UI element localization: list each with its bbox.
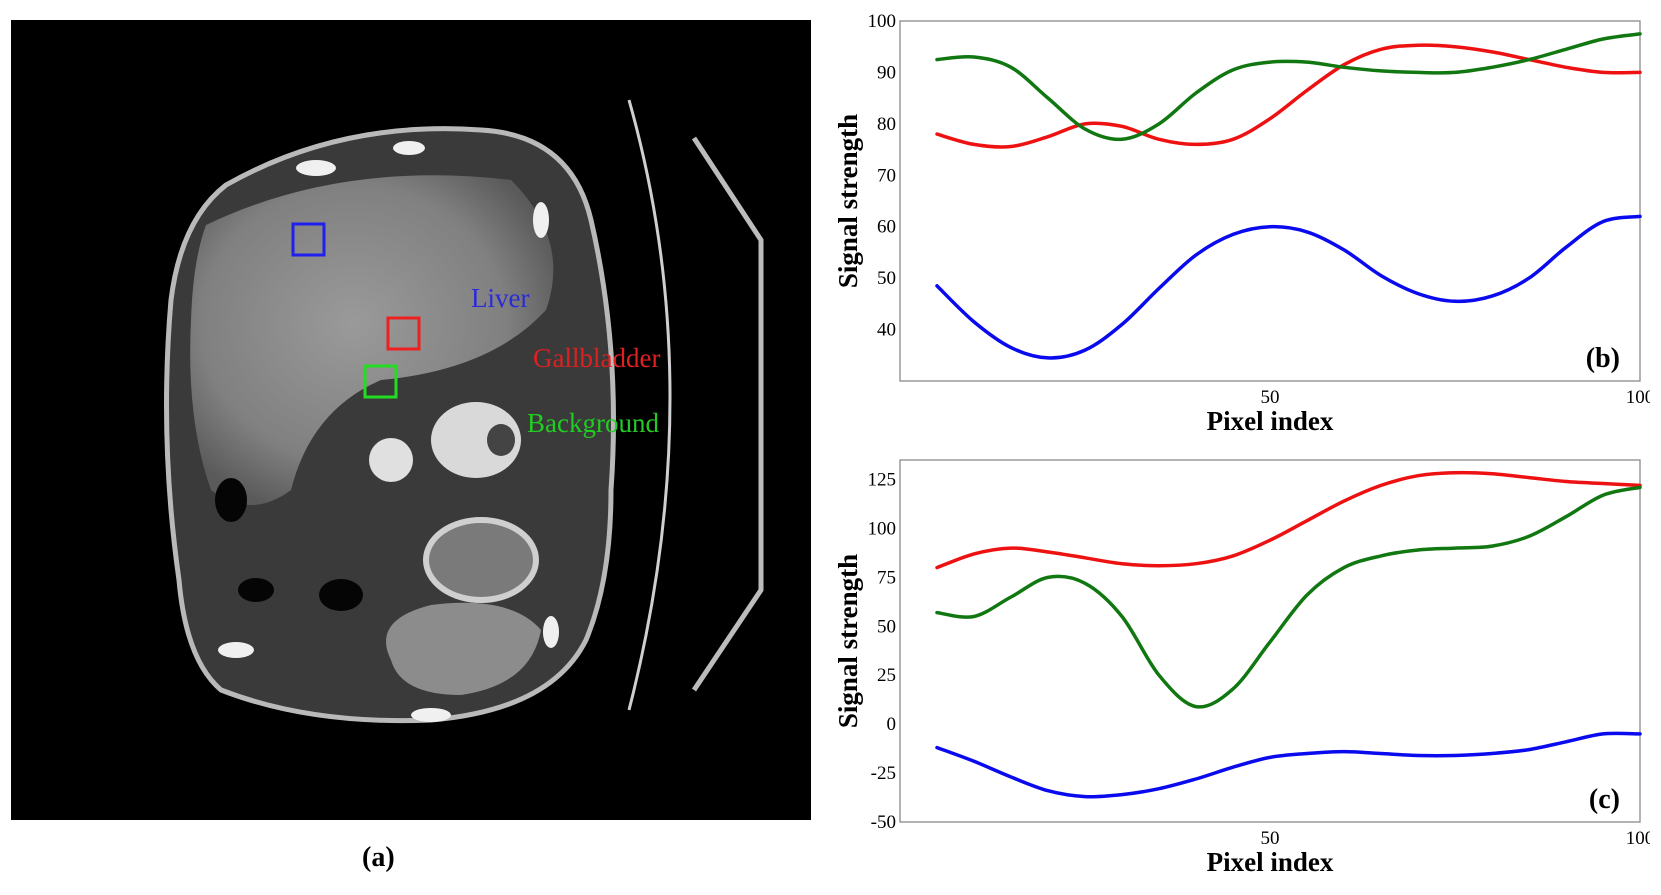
table-arc [627, 99, 672, 711]
x-axis-title: Pixel index [1207, 406, 1334, 436]
rib [543, 616, 559, 648]
series-line-background [935, 485, 1642, 709]
ct-scan-panel: Liver Gallbladder Background [11, 20, 811, 820]
background-label: Background [527, 408, 659, 438]
gas-pocket [215, 478, 247, 522]
y-tick-label: 25 [877, 665, 896, 686]
chart-c: -50 -25 0 25 50 75 100 125 50 100 Pixel index Signa… [833, 459, 1650, 877]
spleen-tissue [386, 602, 541, 695]
panel-a-caption: (a) [362, 842, 395, 873]
background-roi-box [363, 364, 398, 399]
y-tick-label: 125 [868, 470, 897, 491]
plot-frame [899, 459, 1641, 823]
y-tick-label: 60 [877, 217, 896, 238]
y-tick-label: 40 [877, 320, 896, 341]
spinal-canal [487, 424, 515, 456]
x-tick-label: 50 [1261, 828, 1280, 849]
series-line-liver [935, 214, 1642, 360]
y-tick-label: 80 [877, 114, 896, 135]
chart-b: 40 50 60 70 80 90 100 50 100 Pixel index Signal st… [833, 11, 1650, 436]
liver-tissue [190, 175, 554, 505]
panel-tag: (b) [1586, 343, 1620, 374]
y-tick-label: 100 [868, 11, 897, 32]
y-tick-label: 70 [877, 165, 896, 186]
kidney [423, 517, 539, 603]
gallbladder-label: Gallbladder [533, 343, 660, 373]
rib [411, 708, 451, 722]
gallbladder-roi-box [386, 316, 421, 351]
y-tick-label: 50 [877, 616, 896, 637]
y-tick-label: 100 [868, 518, 897, 539]
panel-tag: (c) [1589, 784, 1620, 815]
plot-frame [899, 20, 1641, 382]
series-line-gallbladder [935, 470, 1642, 570]
table-frame [691, 136, 764, 692]
y-tick-label: 75 [877, 567, 896, 588]
gas-pocket [238, 578, 274, 602]
gas-pocket [319, 579, 363, 611]
aorta [369, 438, 413, 482]
y-tick-label: -50 [871, 812, 896, 833]
rib [393, 141, 425, 155]
rib [218, 642, 254, 658]
series-line-background [935, 32, 1642, 142]
x-tick-label: 100 [1626, 828, 1650, 849]
y-tick-label: -25 [871, 763, 896, 784]
y-axis-title: Signal strength [833, 554, 863, 728]
liver-label: Liver [471, 283, 529, 313]
x-axis-title: Pixel index [1207, 847, 1334, 877]
x-tick-label: 50 [1261, 387, 1280, 408]
liver-roi-box [291, 222, 326, 257]
ct-scan-image: Liver Gallbladder Background [164, 99, 764, 724]
y-tick-label: 90 [877, 62, 896, 83]
y-tick-label: 0 [887, 714, 897, 735]
x-tick-label: 100 [1626, 387, 1650, 408]
y-axis-title: Signal strength [833, 114, 863, 288]
series-line-liver [935, 731, 1642, 799]
vertebra [431, 402, 521, 478]
rib [296, 160, 336, 176]
y-tick-label: 50 [877, 268, 896, 289]
rib [533, 202, 549, 238]
